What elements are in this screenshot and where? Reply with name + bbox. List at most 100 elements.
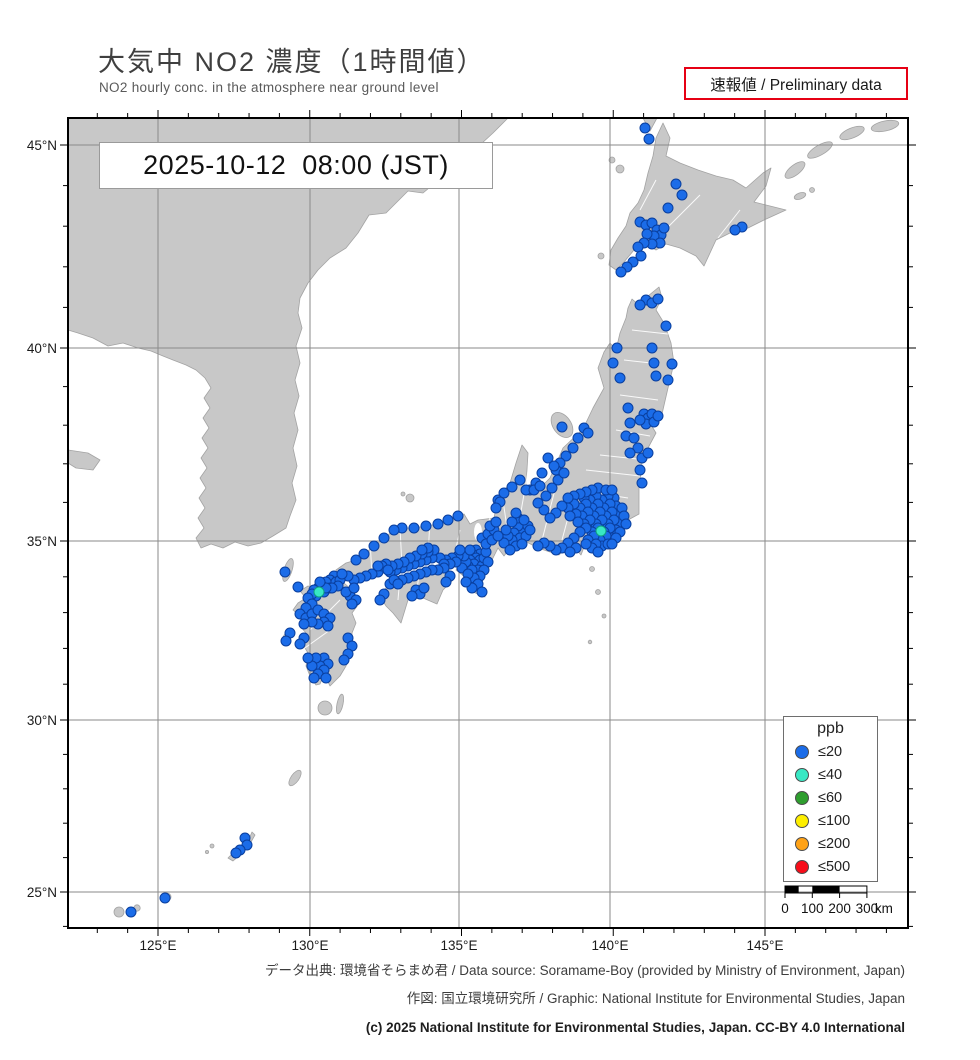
station-dot xyxy=(642,447,654,459)
station-dot xyxy=(556,500,568,512)
legend-item-label: ≤40 xyxy=(818,766,843,783)
station-dot xyxy=(595,525,607,537)
station-dot xyxy=(641,228,653,240)
station-dot xyxy=(636,477,648,489)
station-dot xyxy=(358,548,370,560)
kuril-island xyxy=(809,187,815,193)
station-dot xyxy=(558,467,570,479)
amami-island xyxy=(288,769,302,787)
station-dot xyxy=(634,299,646,311)
station-dot xyxy=(388,524,400,536)
station-dot xyxy=(336,568,348,580)
station-dot xyxy=(620,518,632,530)
small-island xyxy=(597,252,605,260)
station-dot xyxy=(632,442,644,454)
scalebar-tick-label: 0 xyxy=(781,901,789,916)
legend-color-dot xyxy=(795,859,809,874)
lon-tick-label: 130°E xyxy=(292,938,329,953)
station-dot xyxy=(622,402,634,414)
station-dot xyxy=(320,672,332,684)
station-dot xyxy=(368,540,380,552)
station-dot xyxy=(346,598,358,610)
lat-tick-label: 25°N xyxy=(27,885,57,900)
station-dot xyxy=(416,544,428,556)
oki-islands xyxy=(405,493,415,503)
station-dot xyxy=(729,224,741,236)
legend: ppb ≤20 ≤40 ≤60 ≤100 ≤200 ≤500 xyxy=(783,716,878,882)
legend-color-dot xyxy=(795,744,809,759)
station-dot xyxy=(308,672,320,684)
lat-tick-label: 30°N xyxy=(27,713,57,728)
station-dot xyxy=(560,450,572,462)
station-dot xyxy=(460,576,472,588)
small-island xyxy=(615,164,625,174)
station-dot xyxy=(639,122,651,134)
station-dot xyxy=(464,544,476,556)
legend-item-label: ≤20 xyxy=(818,743,843,760)
scalebar-unit-label: km xyxy=(875,901,893,916)
station-dot xyxy=(544,512,556,524)
axis-labels: 45°N 40°N 35°N 30°N 25°N 125°E 130°E 135°E 140°E… xyxy=(27,138,784,953)
station-dot xyxy=(510,507,522,519)
station-dot xyxy=(382,564,394,576)
station-dot xyxy=(607,357,619,369)
station-dot xyxy=(582,427,594,439)
kuril-island xyxy=(784,161,806,179)
station-dot xyxy=(500,524,512,536)
station-dot xyxy=(506,481,518,493)
station-dot xyxy=(338,654,350,666)
legend-color-dot xyxy=(795,790,809,805)
station-dot xyxy=(670,178,682,190)
oki-islands xyxy=(400,491,406,497)
station-dot xyxy=(540,490,552,502)
kerama-island xyxy=(204,850,209,855)
station-dot xyxy=(506,516,518,528)
station-dot xyxy=(392,578,404,590)
station-dot xyxy=(406,590,418,602)
lon-tick-label: 135°E xyxy=(441,938,478,953)
lon-tick-label: 125°E xyxy=(140,938,177,953)
station-dot xyxy=(348,582,360,594)
station-dot xyxy=(314,576,326,588)
izu-island xyxy=(595,589,601,595)
station-dot xyxy=(292,581,304,593)
station-dot xyxy=(125,906,137,918)
station-dot xyxy=(452,510,464,522)
legend-color-dot xyxy=(795,813,809,828)
station-dot xyxy=(313,586,325,598)
legend-item-label: ≤60 xyxy=(818,789,843,806)
scalebar-tick-label: 300 xyxy=(856,901,879,916)
yakushima-island xyxy=(317,700,333,716)
station-dots xyxy=(125,122,748,918)
timestamp-label: 2025-10-12 08:00 (JST) xyxy=(143,150,449,180)
station-dot xyxy=(159,892,171,904)
izu-island xyxy=(601,613,607,619)
data-source-line: データ出典: 環境省そらまめ君 / Data source: Soramame-… xyxy=(265,963,905,978)
station-dot xyxy=(615,266,627,278)
station-dot xyxy=(564,546,576,558)
station-dot xyxy=(580,538,592,550)
station-dot xyxy=(552,474,564,486)
page-subtitle: NO2 hourly conc. in the atmosphere near … xyxy=(99,80,439,95)
station-dot xyxy=(490,502,502,514)
kuril-island xyxy=(807,141,833,159)
station-dot xyxy=(634,464,646,476)
legend-title: ppb xyxy=(817,720,844,737)
izu-island xyxy=(589,566,595,572)
preliminary-data-label: 速報値 / Preliminary data xyxy=(710,76,882,94)
station-dot xyxy=(442,514,454,526)
station-dot xyxy=(536,467,548,479)
station-dot xyxy=(294,638,306,650)
legend-item-label: ≤200 xyxy=(818,835,851,852)
lat-tick-label: 45°N xyxy=(27,138,57,153)
station-dot xyxy=(652,410,664,422)
station-dot xyxy=(652,293,664,305)
station-dot xyxy=(628,432,640,444)
scale-bar: 0 100 200 300 km xyxy=(781,883,911,921)
station-dot xyxy=(534,480,546,492)
station-dot xyxy=(280,635,292,647)
station-dot xyxy=(492,530,504,542)
station-dot xyxy=(635,250,647,262)
station-dot xyxy=(322,620,334,632)
